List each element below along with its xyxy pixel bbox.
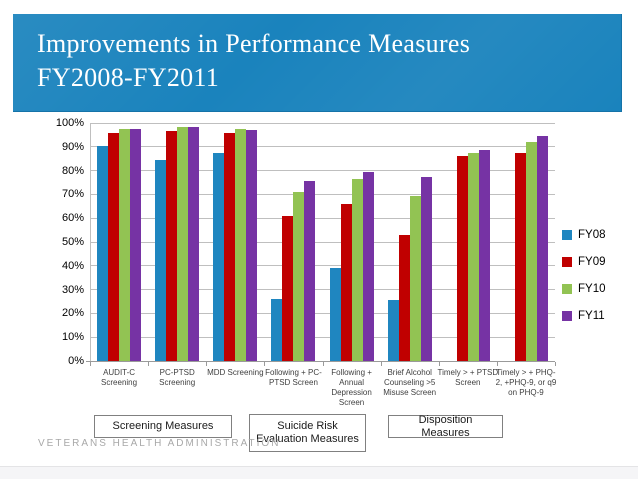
bar-fy08-group6	[387, 300, 399, 361]
y-axis-tick-label: 100%	[55, 117, 84, 129]
y-axis-tick-label: 70%	[61, 188, 84, 201]
legend-swatch-fy10	[562, 284, 572, 294]
bar-fy08-group3	[213, 152, 225, 361]
x-axis-category-label: Following + PC-PTSD Screen	[265, 368, 322, 387]
y-axis-tick-label: 40%	[61, 259, 84, 272]
bar-fy09-group1	[108, 132, 120, 361]
title-banner: Improvements in Performance Measures FY2…	[13, 14, 622, 112]
bar-fy08-group4	[271, 299, 283, 361]
bottom-band	[0, 466, 638, 479]
slide-title: Improvements in Performance Measures FY2…	[13, 14, 621, 95]
bar-fy09-group7	[456, 156, 468, 361]
x-axis-tickmark	[148, 362, 150, 366]
gridline	[90, 241, 555, 243]
legend-item-fy09: FY09	[562, 254, 622, 274]
x-axis-category-label: Timely > + PHQ-2, +PHQ-9, or q9 on PHQ-9	[495, 368, 557, 397]
bar-fy10-group7	[467, 152, 479, 361]
measure-group-label: Disposition Measures	[418, 413, 473, 439]
x-axis-category-label: AUDIT-C Screening	[101, 368, 138, 387]
legend-label: FY10	[578, 283, 606, 295]
measure-group-box-suicide-risk: Suicide Risk Evaluation Measures	[249, 414, 366, 452]
bar-fy10-group2	[177, 126, 189, 361]
legend-swatch-fy09	[562, 257, 572, 267]
slide-title-line2: FY2008-FY2011	[37, 63, 220, 92]
y-axis-tick-label: 10%	[61, 331, 84, 344]
x-axis-category-label: Following + Annual Depression Screen	[331, 368, 372, 407]
bar-fy09-group3	[224, 132, 236, 361]
slide-title-line1: Improvements in Performance Measures	[37, 29, 471, 58]
x-axis-category-label: MDD Screening	[207, 368, 264, 377]
bar-fy11-group8	[536, 136, 548, 361]
gridline	[90, 170, 555, 172]
x-axis-tickmark	[322, 362, 324, 366]
x-axis-tickmark	[496, 362, 498, 366]
bar-fy11-group5	[362, 171, 374, 361]
gridline	[90, 312, 555, 314]
bar-fy11-group7	[478, 150, 490, 361]
gridline	[90, 289, 555, 291]
bar-fy10-group3	[235, 128, 247, 361]
measure-group-label: Screening Measures	[112, 420, 214, 432]
bar-fy10-group5	[351, 178, 363, 361]
legend-item-fy08: FY08	[562, 227, 622, 247]
bar-fy10-group8	[525, 142, 537, 361]
x-axis-category-label: Brief Alcohol Counseling >5 Misuse Scree…	[383, 368, 437, 397]
y-axis-tick-label: 30%	[61, 283, 84, 296]
bar-fy09-group2	[166, 131, 178, 361]
bar-fy08-group5	[329, 268, 341, 361]
x-axis-category-label: PC-PTSD Screening	[159, 368, 196, 387]
bar-fy11-group1	[130, 128, 142, 361]
footer-text: VETERANS HEALTH ADMINISTRATION	[38, 438, 281, 449]
measure-group-box-screening: Screening Measures	[94, 415, 232, 438]
x-axis-tickmark	[555, 362, 556, 366]
legend-label: FY09	[578, 256, 606, 268]
measure-group-label: Suicide Risk Evaluation Measures	[256, 420, 359, 445]
bar-fy10-group1	[119, 128, 131, 361]
legend-item-fy10: FY10	[562, 281, 622, 301]
bar-fy08-group1	[97, 145, 109, 361]
measure-group-box-disposition: Disposition Measures	[388, 413, 503, 439]
gridline	[90, 193, 555, 195]
bar-fy11-group6	[420, 176, 432, 361]
y-axis-tick-label: 80%	[61, 164, 84, 177]
gridline	[90, 336, 555, 338]
y-axis-tick-label: 90%	[61, 140, 84, 153]
gridline	[90, 217, 555, 219]
y-axis-tick-label: 60%	[61, 212, 84, 225]
gridline	[90, 265, 555, 267]
bar-fy09-group4	[282, 215, 294, 361]
legend-item-fy11: FY11	[562, 308, 622, 328]
x-axis-tickmark	[264, 362, 266, 366]
legend-label: FY08	[578, 229, 606, 241]
gridline	[90, 146, 555, 148]
bar-fy10-group4	[293, 192, 305, 361]
bar-fy11-group4	[304, 181, 316, 361]
bar-fy11-group3	[246, 130, 258, 361]
y-axis-line	[90, 123, 91, 361]
legend-swatch-fy08	[562, 230, 572, 240]
y-axis-tick-label: 50%	[61, 236, 84, 248]
x-axis-tickmark	[380, 362, 382, 366]
bar-fy09-group5	[340, 203, 352, 361]
x-axis-tickmark	[438, 362, 440, 366]
bar-fy11-group2	[188, 126, 200, 361]
gridline	[90, 122, 555, 124]
x-axis-tickmark	[206, 362, 208, 366]
bar-fy08-group2	[155, 159, 167, 361]
x-axis-tickmark	[90, 362, 91, 366]
y-axis-tick-label: 20%	[61, 307, 84, 320]
legend-label: FY11	[578, 310, 605, 322]
bar-fy09-group6	[398, 234, 410, 361]
y-axis-tick-label: 0%	[68, 355, 84, 367]
x-axis-category-label: Timely > + PTSD Screen	[437, 368, 499, 387]
x-axis-line	[86, 361, 555, 362]
legend-swatch-fy11	[562, 311, 572, 321]
bar-fy10-group6	[409, 195, 421, 361]
bar-fy09-group8	[514, 152, 526, 361]
